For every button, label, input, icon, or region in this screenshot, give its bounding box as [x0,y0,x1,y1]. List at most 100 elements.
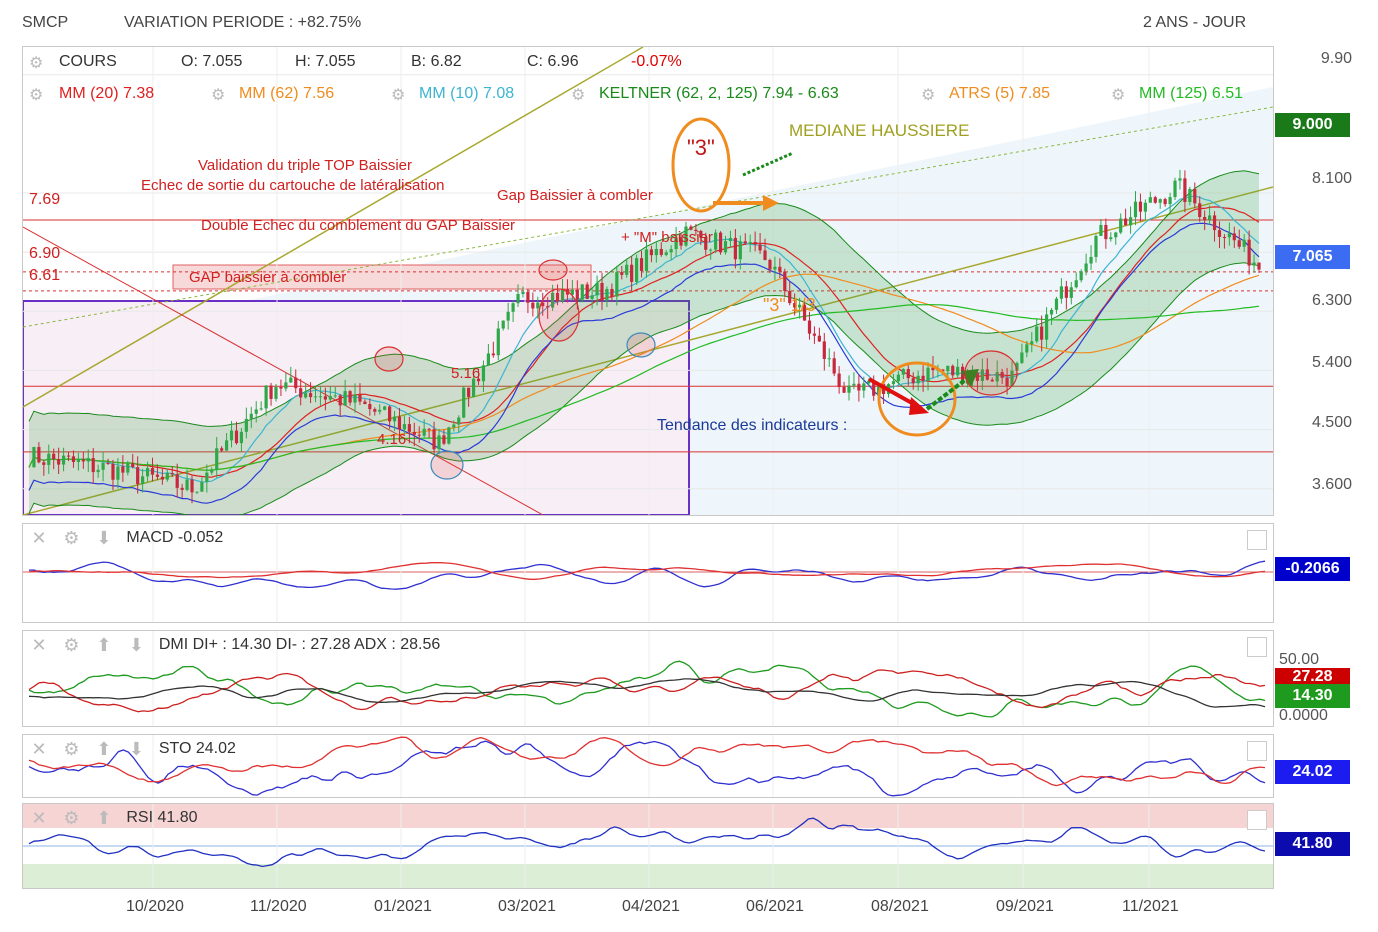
macd-checkbox[interactable] [1247,530,1267,550]
change-value: -0.07% [631,53,682,70]
candle-body [1237,240,1241,247]
candle-body [793,303,797,308]
dmi-header: ✕ ⚙ ⬆ ⬇ DMI DI+ : 14.30 DI- : 27.28 ADX … [29,635,440,657]
highlight-circle [374,346,404,372]
candle-body [308,393,313,398]
arrow-down-icon[interactable]: ⬇ [128,635,144,655]
candle-body [61,455,66,465]
keltner-label: KELTNER (62, 2, 125) 7.94 - 6.63 [599,85,839,102]
sto-checkbox[interactable] [1247,741,1267,761]
candle-body [1035,326,1039,342]
candle-body [368,403,372,410]
close-icon[interactable]: ✕ [31,635,47,655]
rsi-checkbox[interactable] [1247,810,1267,830]
dmi-checkbox[interactable] [1247,637,1267,657]
x-label-06-2021: 06/2021 [746,898,804,915]
arrow-down-icon[interactable]: ⬇ [128,739,144,759]
variation-label: VARIATION PERIODE : +82.75% [124,14,362,31]
arrow-up-icon[interactable]: ⬆ [96,739,112,759]
candle-body [1242,239,1246,247]
tick-990: 9.90 [1320,50,1352,67]
rsi-header: ✕ ⚙ ⬆ RSI 41.80 [29,808,198,830]
macd-header: ✕ ⚙ ⬇ MACD -0.052 [29,528,223,550]
candle-body [595,282,599,296]
close-icon[interactable]: ✕ [31,528,47,548]
gear-icon[interactable]: ⚙ [63,635,80,655]
annotation-three: "3" [687,135,715,160]
level-769: 7.69 [29,191,61,208]
candle-body [896,374,900,382]
arrow-down-icon[interactable]: ⬇ [96,528,112,548]
candle-body [175,474,179,488]
candle-body [590,295,594,299]
dmi-panel[interactable]: ✕ ⚙ ⬆ ⬇ DMI DI+ : 14.30 DI- : 27.28 ADX … [22,630,1274,727]
annotation-416: 4.16 [377,431,407,448]
tick-4500: 4.500 [1311,414,1352,431]
candle-body [630,264,634,282]
candle-body [274,386,278,399]
candle-body [639,258,644,271]
candle-body [768,259,772,270]
macd-panel[interactable]: ✕ ⚙ ⬇ MACD -0.052 [22,523,1274,623]
candle-body [985,369,989,380]
gear-icon[interactable]: ⚙ [63,528,80,548]
candle-body [383,406,387,410]
dmi-tick-0: 0.0000 [1279,707,1328,724]
candle-body [664,252,668,255]
candle-body [338,395,342,406]
candle-body [76,459,80,462]
x-label-11-2020: 11/2020 [250,898,307,915]
candle-body [1094,235,1098,257]
candle-body [1015,362,1019,371]
candle-body [1030,341,1034,345]
atrs-label: ATRS (5) 7.85 [949,85,1051,102]
gear-icon[interactable]: ⚙ [63,739,80,759]
candle-body [901,369,905,375]
close-icon[interactable]: ✕ [31,808,47,828]
candle-body [995,372,999,382]
annotation-tendance: Tendance des indicateurs : [657,417,848,434]
candle-body [318,396,323,398]
candle-body [249,413,253,419]
tick-8100: 8.100 [1311,170,1352,187]
candle-body [141,476,145,485]
rsi-overbought-zone [23,804,1273,828]
price-panel[interactable]: ⚙ COURS O: 7.055 H: 7.055 B: 6.82 C: 6.9… [22,46,1274,516]
candle-body [798,304,802,308]
rsi-oversold-zone [23,864,1273,888]
period-selector[interactable]: 2 ANS - JOUR [1143,14,1247,31]
arrow-up-icon[interactable]: ⬆ [96,635,112,655]
close-icon[interactable]: ✕ [31,739,47,759]
candle-body [432,429,436,450]
candle-body [625,264,629,275]
mm62-label: MM (62) 7.56 [239,85,335,102]
sto-chart [28,735,1266,797]
candle-body [975,372,980,381]
highlight-circle [964,350,1018,396]
keltner-band [29,170,1259,515]
candle-body [1040,326,1044,340]
annotation-gap-baissier: Gap Baissier à combler [497,187,653,204]
arrow-up-icon[interactable]: ⬆ [96,808,112,828]
rsi-panel[interactable]: ✕ ⚙ ⬆ RSI 41.80 [22,803,1274,889]
annotation-cartouche: Echec de sortie du cartouche de latérali… [141,177,445,194]
candle-body [763,250,767,260]
gear-icon[interactable]: ⚙ [63,808,80,828]
candle-body [694,229,698,231]
candle-body [244,418,248,432]
candle-body [728,237,733,242]
candle-body [1188,188,1192,203]
candle-body [402,424,407,430]
rsi-value: 41.80 [157,809,198,827]
sto-panel[interactable]: ✕ ⚙ ⬆ ⬇ STO 24.02 [22,734,1274,798]
legend-indicators: ⚙ MM (20) 7.38 ⚙ MM (62) 7.56 ⚙ MM (10) … [29,85,1244,104]
candle-body [946,365,950,372]
candle-body [363,401,367,404]
mm10-label: MM (10) 7.08 [419,85,515,102]
sto-d-line [28,736,1266,787]
candle-body [1247,239,1251,266]
candle-body [32,446,36,468]
arrow-green [925,375,971,411]
candle-body [131,463,135,468]
annotation-m-baissier: + "M" baissier [621,229,713,246]
